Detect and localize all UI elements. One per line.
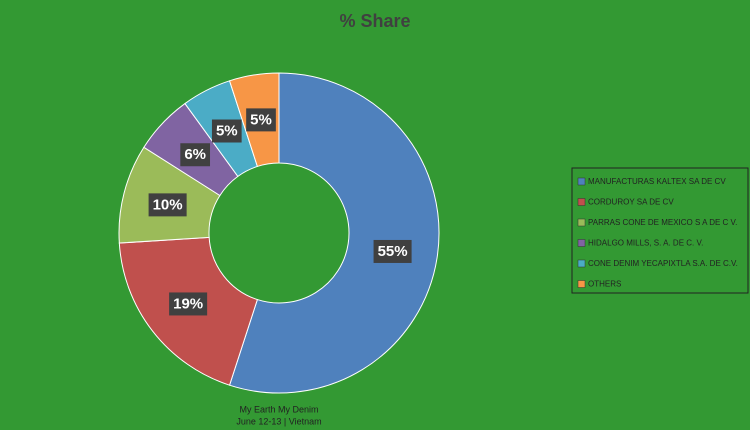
legend-label: OTHERS: [588, 280, 621, 289]
data-label: 55%: [378, 243, 408, 260]
legend-label: MANUFACTURAS KALTEX SA DE CV: [588, 177, 726, 186]
legend-swatch: [577, 280, 586, 288]
legend-swatch: [577, 239, 586, 247]
data-label-box: [246, 108, 276, 132]
footer-line: June 12-13 | Vietnam: [236, 416, 321, 426]
chart-title: % Share: [339, 11, 410, 31]
legend-label: CONE DENIM YECAPIXTLA S.A. DE C.V.: [588, 259, 738, 268]
legend-swatch: [577, 198, 586, 206]
data-label-box: [148, 193, 187, 217]
legend-label: PARRAS CONE DE MEXICO S A DE C V.: [588, 218, 737, 227]
data-label: 10%: [153, 196, 183, 213]
legend-swatch: [577, 259, 586, 268]
data-label: 5%: [250, 111, 272, 128]
donut-slice: [228, 72, 440, 394]
data-label-box: [169, 292, 208, 316]
legend-swatch: [577, 218, 586, 227]
legend-swatch: [577, 177, 586, 186]
data-label-box: [180, 143, 211, 167]
legend-label: CORDUROY SA DE CV: [588, 198, 674, 207]
data-label-box: [211, 119, 242, 143]
data-label: 6%: [184, 146, 206, 163]
legend-label: HIDALGO MILLS, S. A. DE C. V.: [588, 239, 703, 248]
data-label: 19%: [173, 295, 203, 312]
data-label: 5%: [216, 123, 238, 140]
legend-box: [571, 167, 749, 294]
footer-line: My Earth My Denim: [239, 404, 318, 414]
data-label-box: [373, 239, 412, 263]
